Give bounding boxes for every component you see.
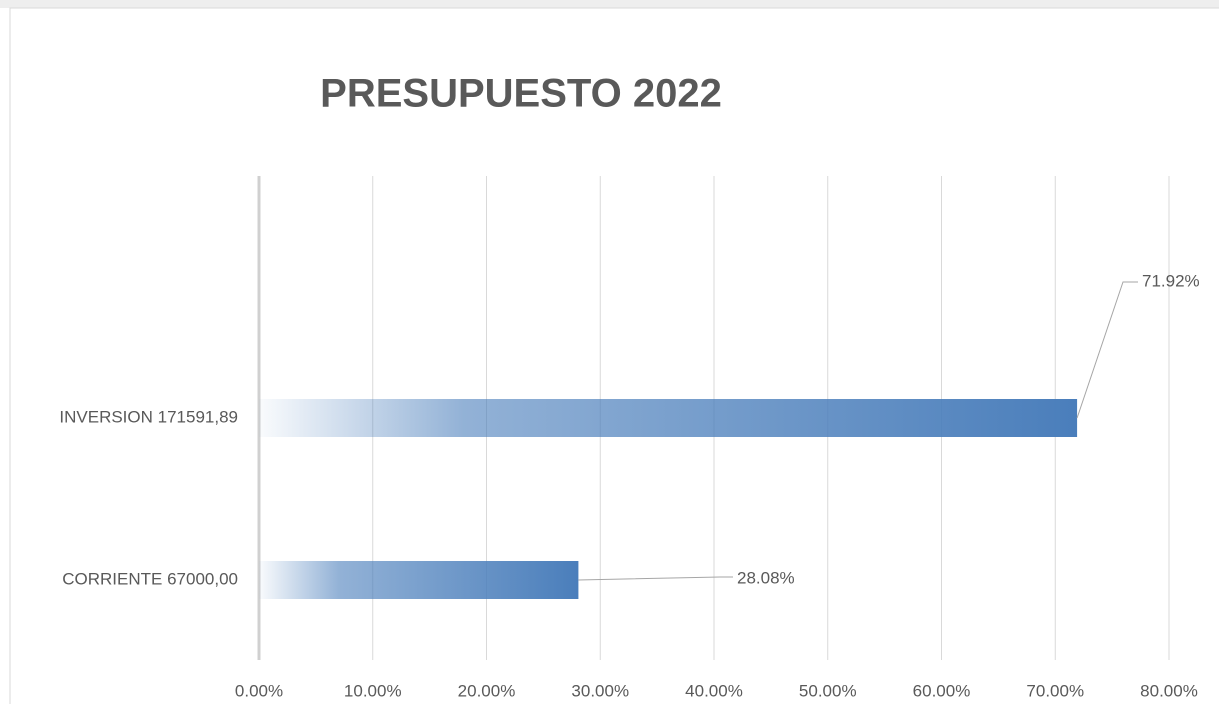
data-label: 71.92% bbox=[1142, 271, 1200, 290]
bar bbox=[259, 399, 1078, 437]
x-tick-label: 0.00% bbox=[235, 681, 283, 700]
x-tick-label: 10.00% bbox=[344, 681, 402, 700]
y-tick-label: INVERSION 171591,89 bbox=[59, 407, 238, 426]
x-tick-label: 20.00% bbox=[458, 681, 516, 700]
x-tick-label: 30.00% bbox=[571, 681, 629, 700]
x-tick-label: 60.00% bbox=[913, 681, 971, 700]
x-tick-label: 50.00% bbox=[799, 681, 857, 700]
top-strip bbox=[0, 0, 1219, 8]
bar bbox=[259, 561, 579, 599]
chart-frame bbox=[9, 7, 1219, 704]
data-label: 28.08% bbox=[737, 568, 795, 587]
chart-title: PRESUPUESTO 2022 bbox=[320, 72, 722, 116]
x-tick-label: 80.00% bbox=[1140, 681, 1198, 700]
x-tick-label: 40.00% bbox=[685, 681, 743, 700]
y-tick-label: CORRIENTE 67000,00 bbox=[62, 569, 238, 588]
leader-line bbox=[578, 576, 733, 581]
leader-line bbox=[1076, 281, 1138, 419]
x-tick-label: 70.00% bbox=[1026, 681, 1084, 700]
